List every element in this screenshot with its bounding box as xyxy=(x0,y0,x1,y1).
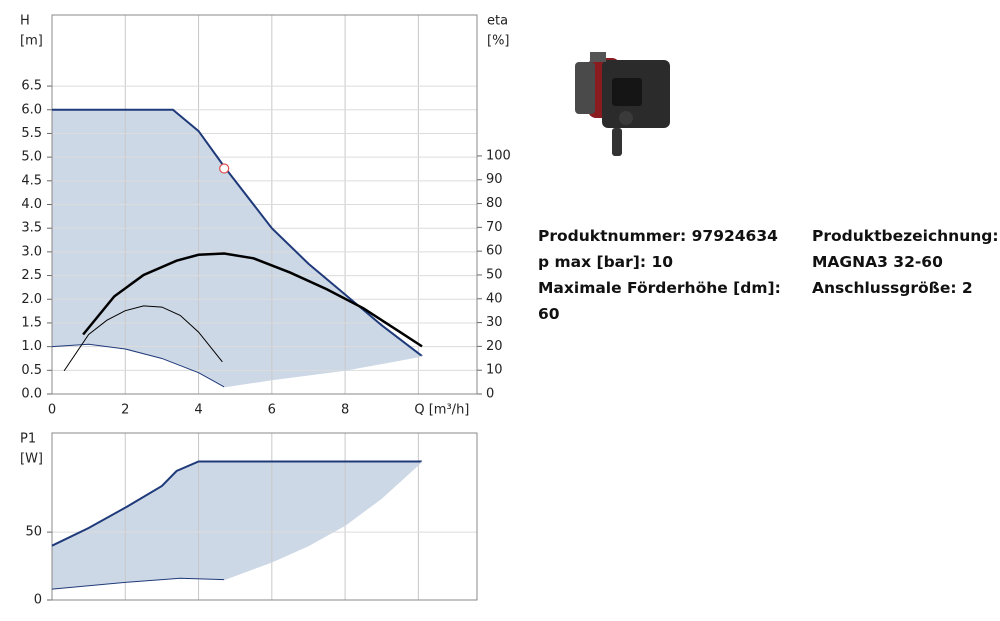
y2-tick-label: 100 xyxy=(486,148,511,163)
product-info-line: MAGNA3 32-60 xyxy=(812,253,943,271)
x-tick-label: Q [m³/h] xyxy=(414,403,469,418)
plot-frame xyxy=(51,14,478,395)
y-tick-label: 6.0 xyxy=(21,102,42,117)
y-tick-label: 0 xyxy=(34,593,42,608)
y-tick-label: 4.5 xyxy=(21,173,42,188)
y-tick-label: 1.0 xyxy=(21,339,42,354)
curve xyxy=(51,460,423,547)
y2-tick-label: 50 xyxy=(486,267,503,282)
y-tick-label: 3.5 xyxy=(21,221,42,236)
y2-tick-label: 0 xyxy=(486,387,494,402)
product-info-line: Produktnummer: 97924634 xyxy=(538,227,778,245)
product-info-line: Maximale Förderhöhe [dm]: xyxy=(538,279,781,297)
area xyxy=(52,461,423,590)
y2-tick-label: 70 xyxy=(486,220,503,235)
x-tick-label: 2 xyxy=(121,403,129,418)
y-tick-label: 4.0 xyxy=(21,197,42,212)
y-tick-label: 2.5 xyxy=(21,268,42,283)
y-axis-label: [m] xyxy=(20,34,43,49)
y2-tick-label: 10 xyxy=(486,363,503,378)
y2-tick-label: 30 xyxy=(486,315,503,330)
curve xyxy=(224,355,423,388)
y2-axis-label: [%] xyxy=(487,34,510,49)
curve xyxy=(52,108,423,357)
y-tick-label: 1.5 xyxy=(21,315,42,330)
product-info-line: p max [bar]: 10 xyxy=(538,253,674,271)
product-info-left: Produktnummer: 97924634 p max [bar]: 10 Ma… xyxy=(538,223,781,327)
curve xyxy=(51,343,225,388)
y2-tick-label: 20 xyxy=(486,339,503,354)
x-tick-label: 6 xyxy=(268,403,276,418)
y-axis-label: H xyxy=(20,14,30,29)
y-tick-label: 5.0 xyxy=(21,150,42,165)
pump-image xyxy=(575,52,670,156)
x-tick-label: 8 xyxy=(341,403,349,418)
product-info-line: 60 xyxy=(538,305,560,323)
y2-tick-label: 80 xyxy=(486,196,503,211)
product-info-right: Produktbezeichnung: MAGNA3 32-60 Anschluss… xyxy=(812,223,999,301)
y2-axis-label: eta xyxy=(487,14,508,29)
y-tick-label: 0.5 xyxy=(21,363,42,378)
curve xyxy=(51,577,225,590)
y-tick-label: 3.0 xyxy=(21,244,42,259)
x-tick-label: 4 xyxy=(194,403,202,418)
duty-point xyxy=(219,163,230,174)
y-tick-label: 50 xyxy=(25,525,42,540)
y-tick-label: 5.5 xyxy=(21,126,42,141)
y2-tick-label: 90 xyxy=(486,172,503,187)
y2-tick-label: 40 xyxy=(486,291,503,306)
product-info-line: Anschlussgröße: 2 xyxy=(812,279,973,297)
plot-frame xyxy=(51,432,478,601)
curve xyxy=(224,461,423,581)
y-tick-label: 6.5 xyxy=(21,79,42,94)
y-tick-label: 2.0 xyxy=(21,292,42,307)
curve xyxy=(82,252,423,348)
y2-tick-label: 60 xyxy=(486,244,503,259)
curve xyxy=(63,305,223,372)
y-axis-label: P1 xyxy=(20,432,36,447)
area xyxy=(52,109,423,387)
y-tick-label: 0.0 xyxy=(21,387,42,402)
x-tick-label: 0 xyxy=(48,403,56,418)
product-info-line: Produktbezeichnung: xyxy=(812,227,999,245)
y-axis-label: [W] xyxy=(20,452,43,467)
